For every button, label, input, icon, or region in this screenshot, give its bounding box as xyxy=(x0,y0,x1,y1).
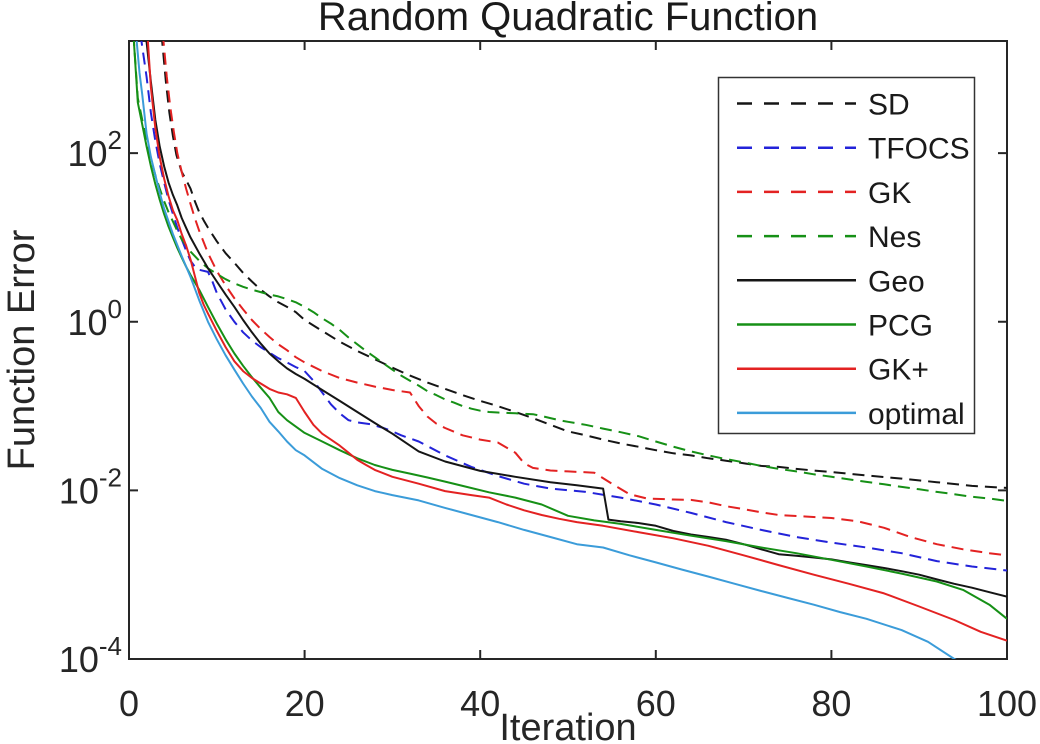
plot-area xyxy=(132,41,1007,659)
legend-label: GK xyxy=(868,177,911,210)
legend-entry-gkplus: GK+ xyxy=(737,354,929,387)
series-line-pcg xyxy=(132,41,1007,620)
legend-label: GK+ xyxy=(868,354,929,387)
legend-label: Nes xyxy=(868,221,921,254)
legend-entry-nes: Nes xyxy=(737,221,921,254)
chart-title: Random Quadratic Function xyxy=(318,0,818,39)
x-tick-label-4: 80 xyxy=(811,683,851,724)
y-tick-label-1: 100 xyxy=(67,294,122,343)
legend-entry-gk: GK xyxy=(737,177,911,210)
legend-entry-pcg: PCG xyxy=(737,310,933,343)
series-line-gk xyxy=(162,41,1007,557)
legend-box xyxy=(717,76,976,435)
x-tick-label-1: 20 xyxy=(285,683,325,724)
legend-label: optimal xyxy=(868,398,965,431)
legend-label: Geo xyxy=(868,265,925,298)
y-tick-label-3: 10-4 xyxy=(59,631,122,680)
series-line-sd xyxy=(161,41,1007,489)
y-tick-label-2: 10-2 xyxy=(59,462,122,511)
plot-box xyxy=(128,40,1008,660)
x-tick-label-3: 60 xyxy=(636,683,676,724)
x-tick-label-5: 100 xyxy=(977,683,1037,724)
axis-ticks: 0 20 40 60 80 100 102 100 10-2 10-4 xyxy=(59,41,1037,724)
legend-entry-geo: Geo xyxy=(737,265,925,298)
x-axis-label: Iteration xyxy=(499,707,636,744)
y-axis-label: Function Error xyxy=(1,229,43,470)
legend-entry-optimal: optimal xyxy=(737,398,965,431)
legend-label: TFOCS xyxy=(868,133,970,166)
series-line-optimal xyxy=(135,41,957,659)
legend-entry-sd: SD xyxy=(737,89,910,122)
x-tick-label-2: 40 xyxy=(460,683,500,724)
legend-label: PCG xyxy=(868,310,933,343)
y-tick-label-0: 102 xyxy=(67,125,122,174)
legend-label: SD xyxy=(868,89,910,122)
legend-entry-tfocs: TFOCS xyxy=(737,133,970,166)
x-tick-label-0: 0 xyxy=(119,683,139,724)
series-line-gkplus xyxy=(146,41,1007,642)
legend: SD TFOCS GK Nes Geo PCG GK+ optimal xyxy=(717,76,976,435)
